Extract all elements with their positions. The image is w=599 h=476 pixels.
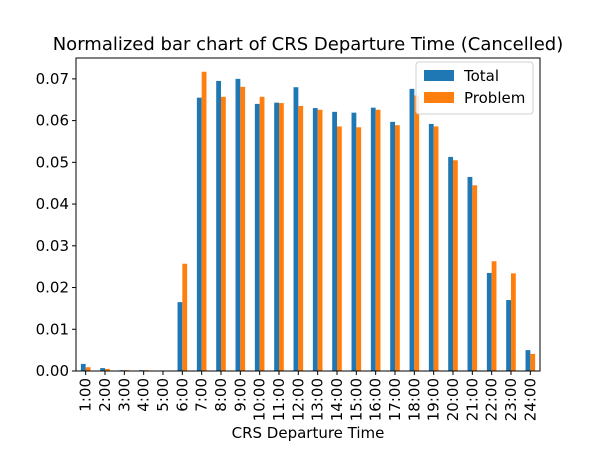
x-tick-label: 16:00 bbox=[367, 378, 385, 421]
bar-problem-7:00 bbox=[201, 71, 207, 372]
x-tick-label: 21:00 bbox=[463, 378, 481, 421]
x-tick-label: 1:00 bbox=[77, 378, 95, 412]
bar-total-6:00 bbox=[177, 302, 183, 371]
bar-total-19:00 bbox=[428, 123, 434, 371]
bar-problem-15:00 bbox=[356, 127, 362, 371]
x-tick-label: 5:00 bbox=[154, 378, 172, 412]
bar-problem-10:00 bbox=[259, 96, 265, 371]
bar-total-13:00 bbox=[312, 108, 318, 371]
y-tick-label: 0.06 bbox=[36, 112, 69, 130]
bar-total-7:00 bbox=[196, 97, 202, 372]
bar-problem-24:00 bbox=[530, 353, 536, 371]
plot-frame bbox=[75, 57, 541, 372]
bar-problem-12:00 bbox=[298, 105, 304, 372]
bar-problem-11:00 bbox=[279, 103, 284, 371]
x-tick-label: 8:00 bbox=[212, 378, 230, 412]
y-tick-label: 0.01 bbox=[36, 320, 69, 338]
x-tick-label: 18:00 bbox=[405, 378, 423, 421]
x-tick-label: 3:00 bbox=[115, 378, 133, 412]
x-tick-label: 12:00 bbox=[289, 378, 307, 421]
bar-problem-18:00 bbox=[414, 95, 420, 371]
bar-problem-17:00 bbox=[395, 125, 400, 371]
legend-label-total: Total bbox=[463, 67, 499, 85]
chart-title: Normalized bar chart of CRS Departure Ti… bbox=[53, 34, 564, 55]
bar-problem-22:00 bbox=[491, 261, 497, 371]
x-tick-label: 19:00 bbox=[425, 378, 443, 421]
bars-group bbox=[80, 71, 536, 372]
legend-swatch-total bbox=[424, 70, 454, 81]
bar-total-24:00 bbox=[525, 350, 531, 371]
bar-problem-23:00 bbox=[511, 273, 516, 371]
bar-total-16:00 bbox=[370, 107, 376, 371]
y-tick-label: 0.00 bbox=[36, 362, 69, 380]
x-tick-label: 10:00 bbox=[251, 378, 269, 421]
x-tick-label: 6:00 bbox=[173, 378, 191, 412]
bar-problem-2:00 bbox=[105, 368, 110, 371]
bar-total-15:00 bbox=[351, 112, 357, 372]
legend-swatch-problem bbox=[424, 92, 454, 103]
y-axis: 0.00 0.01 0.02 0.03 0.04 0.05 0.06 0.07 bbox=[36, 70, 76, 380]
bar-problem-13:00 bbox=[317, 109, 323, 371]
x-tick-label: 14:00 bbox=[328, 378, 346, 421]
x-tick-label: 24:00 bbox=[521, 378, 539, 421]
x-tick-label: 17:00 bbox=[386, 378, 404, 421]
bar-problem-21:00 bbox=[472, 185, 478, 371]
y-tick-label: 0.04 bbox=[36, 195, 69, 213]
bar-problem-1:00 bbox=[85, 367, 91, 371]
bar-total-23:00 bbox=[506, 300, 511, 371]
x-tick-label: 7:00 bbox=[193, 378, 211, 412]
bar-total-22:00 bbox=[486, 272, 492, 371]
x-axis: 1:00 2:00 3:00 4:00 5:00 6:00 7:00 8:00 9:00 10:0… bbox=[77, 371, 539, 421]
bar-total-12:00 bbox=[293, 87, 299, 372]
bar-total-21:00 bbox=[467, 176, 473, 371]
bar-total-17:00 bbox=[390, 121, 395, 371]
bar-total-1:00 bbox=[80, 363, 86, 371]
x-tick-label: 20:00 bbox=[444, 378, 462, 421]
bar-total-2:00 bbox=[100, 368, 105, 371]
x-tick-label: 23:00 bbox=[502, 378, 520, 421]
y-tick-label: 0.05 bbox=[36, 153, 69, 171]
bar-problem-8:00 bbox=[221, 96, 226, 371]
x-tick-label: 11:00 bbox=[270, 378, 288, 421]
x-tick-label: 4:00 bbox=[135, 378, 153, 412]
bar-problem-19:00 bbox=[433, 126, 439, 371]
x-axis-label: CRS Departure Time bbox=[232, 424, 385, 442]
legend-label-problem: Problem bbox=[464, 89, 525, 107]
bar-total-18:00 bbox=[409, 88, 415, 371]
bar-problem-14:00 bbox=[337, 126, 342, 371]
legend: Total Problem bbox=[415, 61, 534, 115]
bar-total-9:00 bbox=[235, 78, 241, 372]
y-tick-label: 0.02 bbox=[36, 279, 69, 297]
bar-total-20:00 bbox=[448, 156, 453, 371]
bar-problem-9:00 bbox=[240, 86, 246, 372]
y-tick-label: 0.07 bbox=[36, 70, 69, 88]
bar-problem-20:00 bbox=[453, 160, 458, 371]
x-tick-label: 2:00 bbox=[96, 378, 114, 412]
x-tick-label: 22:00 bbox=[483, 378, 501, 421]
bar-total-11:00 bbox=[274, 102, 279, 372]
bar-problem-6:00 bbox=[182, 263, 188, 371]
bar-total-14:00 bbox=[332, 111, 337, 371]
bar-problem-16:00 bbox=[375, 109, 381, 371]
bar-total-8:00 bbox=[216, 80, 221, 371]
y-tick-label: 0.03 bbox=[36, 237, 69, 255]
bar-total-10:00 bbox=[254, 103, 260, 371]
x-tick-label: 13:00 bbox=[309, 378, 327, 421]
x-tick-label: 15:00 bbox=[347, 378, 365, 421]
x-tick-label: 9:00 bbox=[231, 378, 249, 412]
